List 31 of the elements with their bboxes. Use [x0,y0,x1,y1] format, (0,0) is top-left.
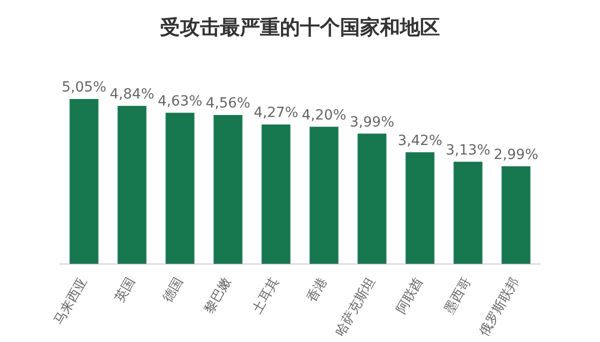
data-label: 4,27% [254,105,298,122]
x-tick-label: 英国 [112,274,138,306]
bar [454,162,482,264]
x-tick-label: 黎巴嫩 [202,274,234,316]
bar [310,126,338,264]
data-label: 3,13% [446,142,490,158]
x-tick-label: 土耳其 [250,274,282,316]
bar [502,166,530,264]
bar [118,106,146,264]
x-tick-label: 马来西亚 [51,274,90,328]
bar [406,152,434,264]
bar [70,99,98,264]
x-tick-label: 俄罗斯联邦 [476,274,522,339]
bar [214,115,242,264]
data-label: 4,84% [110,86,154,103]
data-label: 3,99% [350,114,394,130]
data-label: 4,63% [158,93,202,110]
data-label: 4,56% [206,96,250,112]
bar [166,112,194,264]
data-label: 2,99% [494,146,538,163]
bar [358,134,386,264]
data-label: 4,20% [302,107,346,124]
x-tick-label: 哈萨克斯坦 [332,274,378,339]
x-tick-label: 墨西哥 [442,274,474,316]
chart-title: 受攻击最严重的十个国家和地区 [159,14,441,41]
x-tick-label: 阿联酋 [394,274,426,316]
data-label: 3,42% [398,132,442,149]
data-label: 5,05% [62,80,106,96]
x-tick-label: 香港 [304,274,330,306]
x-tick-label: 德国 [160,274,186,306]
bar [262,124,290,264]
